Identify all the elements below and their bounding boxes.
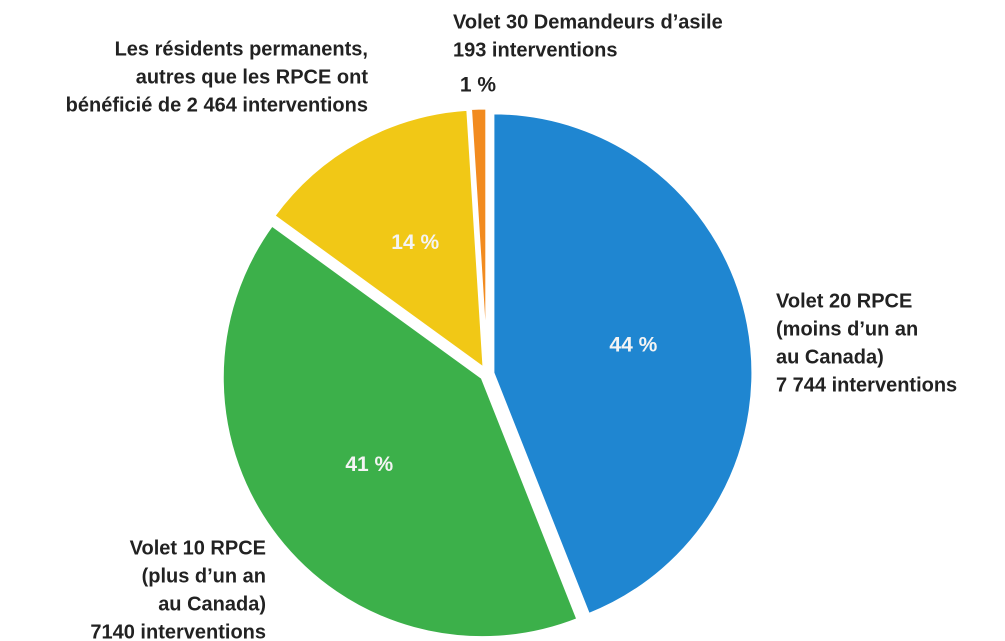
pie-slice bbox=[468, 106, 489, 369]
category-label: autres que les RPCE ont bbox=[136, 66, 369, 88]
value-label: 14 % bbox=[391, 231, 439, 254]
value-label: 41 % bbox=[345, 453, 393, 476]
value-label: 1 % bbox=[460, 74, 497, 97]
category-label: 7140 interventions bbox=[90, 621, 266, 641]
category-label: (moins d’un an bbox=[776, 318, 918, 340]
pie-slice bbox=[491, 111, 755, 617]
category-label: bénéficié de 2 464 interventions bbox=[66, 94, 368, 116]
category-label: au Canada) bbox=[158, 593, 266, 615]
category-label: 193 interventions bbox=[453, 39, 618, 61]
category-label: 7 744 interventions bbox=[776, 374, 957, 396]
category-label: Volet 30 Demandeurs d’asile bbox=[453, 11, 723, 33]
category-label: Les résidents permanents, bbox=[115, 38, 368, 60]
value-label: 44 % bbox=[609, 334, 657, 357]
category-label: Volet 10 RPCE bbox=[130, 537, 266, 559]
category-label: au Canada) bbox=[776, 346, 884, 368]
pie-slice bbox=[220, 222, 580, 640]
category-label: Volet 20 RPCE bbox=[776, 290, 912, 312]
category-label: (plus d’un an bbox=[142, 565, 266, 587]
pie-slice bbox=[271, 107, 486, 372]
